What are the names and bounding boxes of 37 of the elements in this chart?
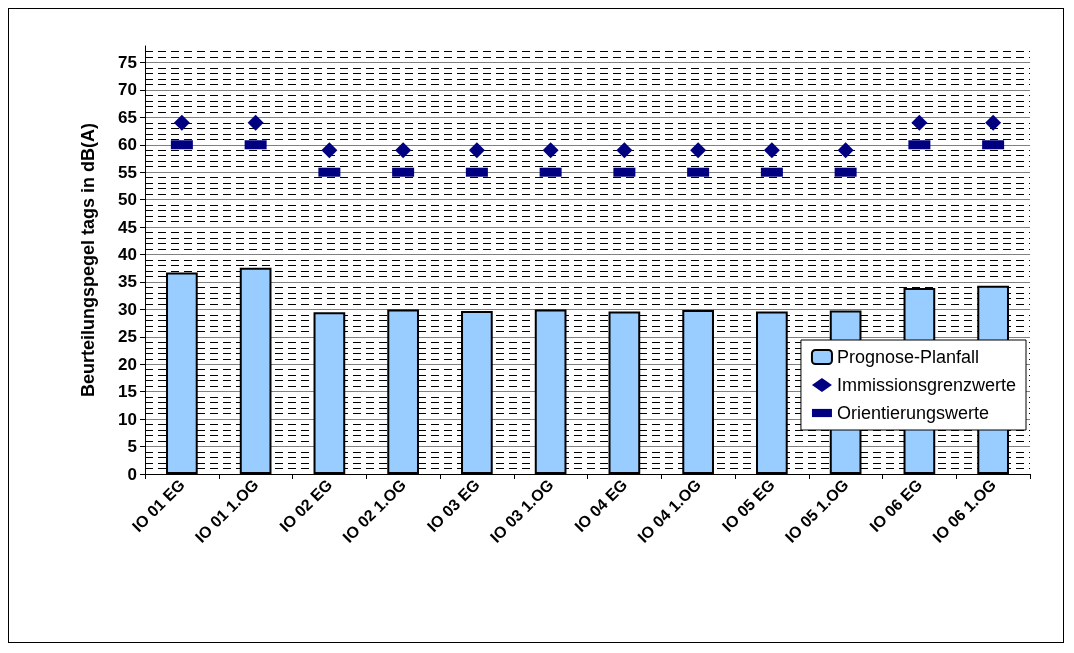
y-tick-label: 35 (118, 272, 137, 292)
y-tick-label: 75 (118, 52, 137, 72)
y-tick-label: 50 (118, 190, 137, 210)
legend-label: Prognose-Planfall (836, 347, 980, 367)
x-tick-label: IO 04 EG (571, 475, 631, 536)
x-tick-label: IO 05 EG (718, 475, 778, 536)
y-tick-label: 10 (118, 409, 137, 429)
legend-label: Immissionsgrenzwerte (836, 375, 1017, 395)
point (616, 142, 633, 159)
legend-label: Orientierungswerte (836, 403, 990, 423)
y-tick-label: 70 (118, 80, 137, 100)
point (985, 114, 1002, 131)
x-tick-label: IO 06 EG (866, 475, 926, 536)
point (542, 142, 559, 159)
y-tick-label: 5 (127, 437, 137, 457)
point (690, 142, 707, 159)
point (837, 142, 854, 159)
y-tick-label: 30 (118, 299, 137, 319)
y-tick-label: 65 (118, 107, 137, 127)
point (468, 142, 485, 159)
point (173, 114, 190, 131)
y-tick-label: 60 (118, 135, 137, 155)
point (321, 142, 338, 159)
y-tick-label: 0 (127, 464, 137, 484)
y-tick-label: 15 (118, 382, 137, 402)
y-tick-label: 45 (118, 217, 137, 237)
point (395, 142, 412, 159)
y-tick-label: 40 (118, 245, 137, 265)
y-tick-label: 55 (118, 162, 137, 182)
x-tick-label: IO 02 EG (276, 475, 336, 536)
point (763, 142, 780, 159)
point (911, 114, 928, 131)
y-tick-label: 20 (118, 354, 137, 374)
x-tick-label: IO 03 EG (423, 475, 483, 536)
y-axis-title: Beurteilungspegel tags in dB(A) (78, 122, 98, 398)
y-tick-label: 25 (118, 327, 137, 347)
point (247, 114, 264, 131)
